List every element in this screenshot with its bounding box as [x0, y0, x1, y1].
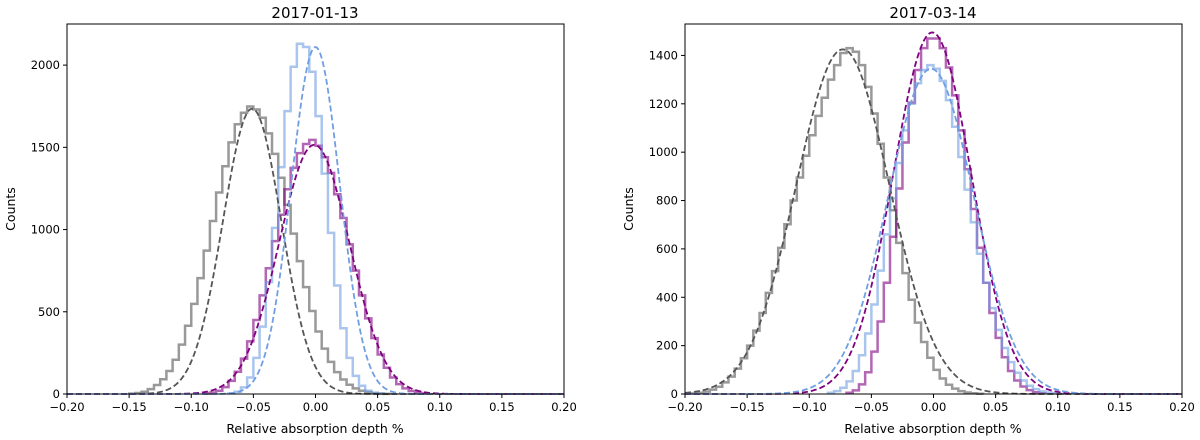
x-tick-label: −0.10: [174, 400, 209, 414]
x-tick-label: 0.15: [1107, 400, 1133, 414]
panel-1-title: 2017-01-13: [271, 4, 358, 22]
y-tick-label: 400: [656, 290, 678, 304]
y-tick-label: 800: [656, 194, 678, 208]
x-tick-label: 0.00: [303, 400, 329, 414]
panel-2-histogram-series-3: [826, 63, 1066, 396]
x-tick-label: −0.05: [854, 400, 889, 414]
y-tick-label: 2000: [31, 58, 60, 72]
panel-2-histogram-series-1: [689, 46, 985, 396]
y-tick-label: 1400: [649, 48, 678, 62]
x-tick-label: −0.20: [667, 400, 702, 414]
x-tick-label: 0.15: [489, 400, 515, 414]
y-tick-label: 600: [656, 242, 678, 256]
x-tick-label: −0.20: [49, 400, 84, 414]
panel-2-fit-curve-series-3: [685, 67, 1182, 395]
panel-1-plot-area: [67, 42, 564, 396]
y-tick-label: 1500: [31, 140, 60, 154]
panel-2: 2017-03-14 −0.20 −0.15 −0.10 −0.05 0.00 0.05 0…: [621, 4, 1195, 436]
panel-1-x-ticks: −0.20 −0.15 −0.10 −0.05 0.00 0.05 0.10 0.15 0.20: [49, 394, 577, 414]
y-tick-label: 0: [671, 387, 678, 401]
panel-1-fit-curve-series-2: [67, 143, 564, 395]
panel-2-x-ticks: −0.20 −0.15 −0.10 −0.05 0.00 0.05 0.10 0.15 0.20: [667, 394, 1195, 414]
x-tick-label: 0.10: [1045, 400, 1071, 414]
panel-1-y-ticks: 0 500 1000 1500 2000: [31, 58, 67, 401]
y-tick-label: 1200: [649, 97, 678, 111]
panel-2-fit-curve-series-1: [684, 48, 1182, 395]
y-tick-label: 1000: [649, 145, 678, 159]
panel-1-x-axis-label: Relative absorption depth %: [226, 421, 403, 436]
x-tick-label: 0.20: [1169, 400, 1195, 414]
x-tick-label: 0.20: [551, 400, 577, 414]
y-tick-label: 1000: [31, 223, 60, 237]
x-tick-label: −0.15: [112, 400, 147, 414]
panel-2-fit-curve-series-2: [685, 31, 1182, 395]
panel-1: 2017-01-13 −0.20 −0.15 −0.10 −0.05 0.00 0.05 0…: [3, 4, 577, 436]
panel-1-histogram-series-2: [202, 138, 429, 395]
x-tick-label: 0.05: [365, 400, 391, 414]
panel-1-histogram-series-1: [127, 105, 392, 396]
panel-2-x-axis-label: Relative absorption depth %: [844, 421, 1021, 436]
x-tick-label: −0.15: [730, 400, 765, 414]
x-tick-label: 0.00: [921, 400, 947, 414]
x-tick-label: −0.10: [792, 400, 827, 414]
panel-2-title: 2017-03-14: [889, 4, 976, 22]
y-tick-label: 200: [656, 339, 678, 353]
y-tick-label: 500: [38, 305, 60, 319]
x-tick-label: 0.10: [427, 400, 453, 414]
panel-2-y-ticks: 0 200 400 600 800 1000 1200 1400: [649, 48, 685, 401]
panel-2-plot-area: [684, 31, 1182, 396]
panel-1-histogram-series-3: [227, 42, 386, 395]
panel-1-fit-curve-series-1: [67, 107, 564, 395]
x-tick-label: 0.05: [983, 400, 1009, 414]
panel-1-y-axis-label: Counts: [3, 187, 18, 231]
panel-2-histogram-series-2: [845, 37, 1047, 395]
y-tick-label: 0: [53, 387, 60, 401]
panel-2-y-axis-label: Counts: [621, 187, 636, 231]
x-tick-label: −0.05: [236, 400, 271, 414]
panel-2-axes-frame: [684, 23, 1183, 395]
